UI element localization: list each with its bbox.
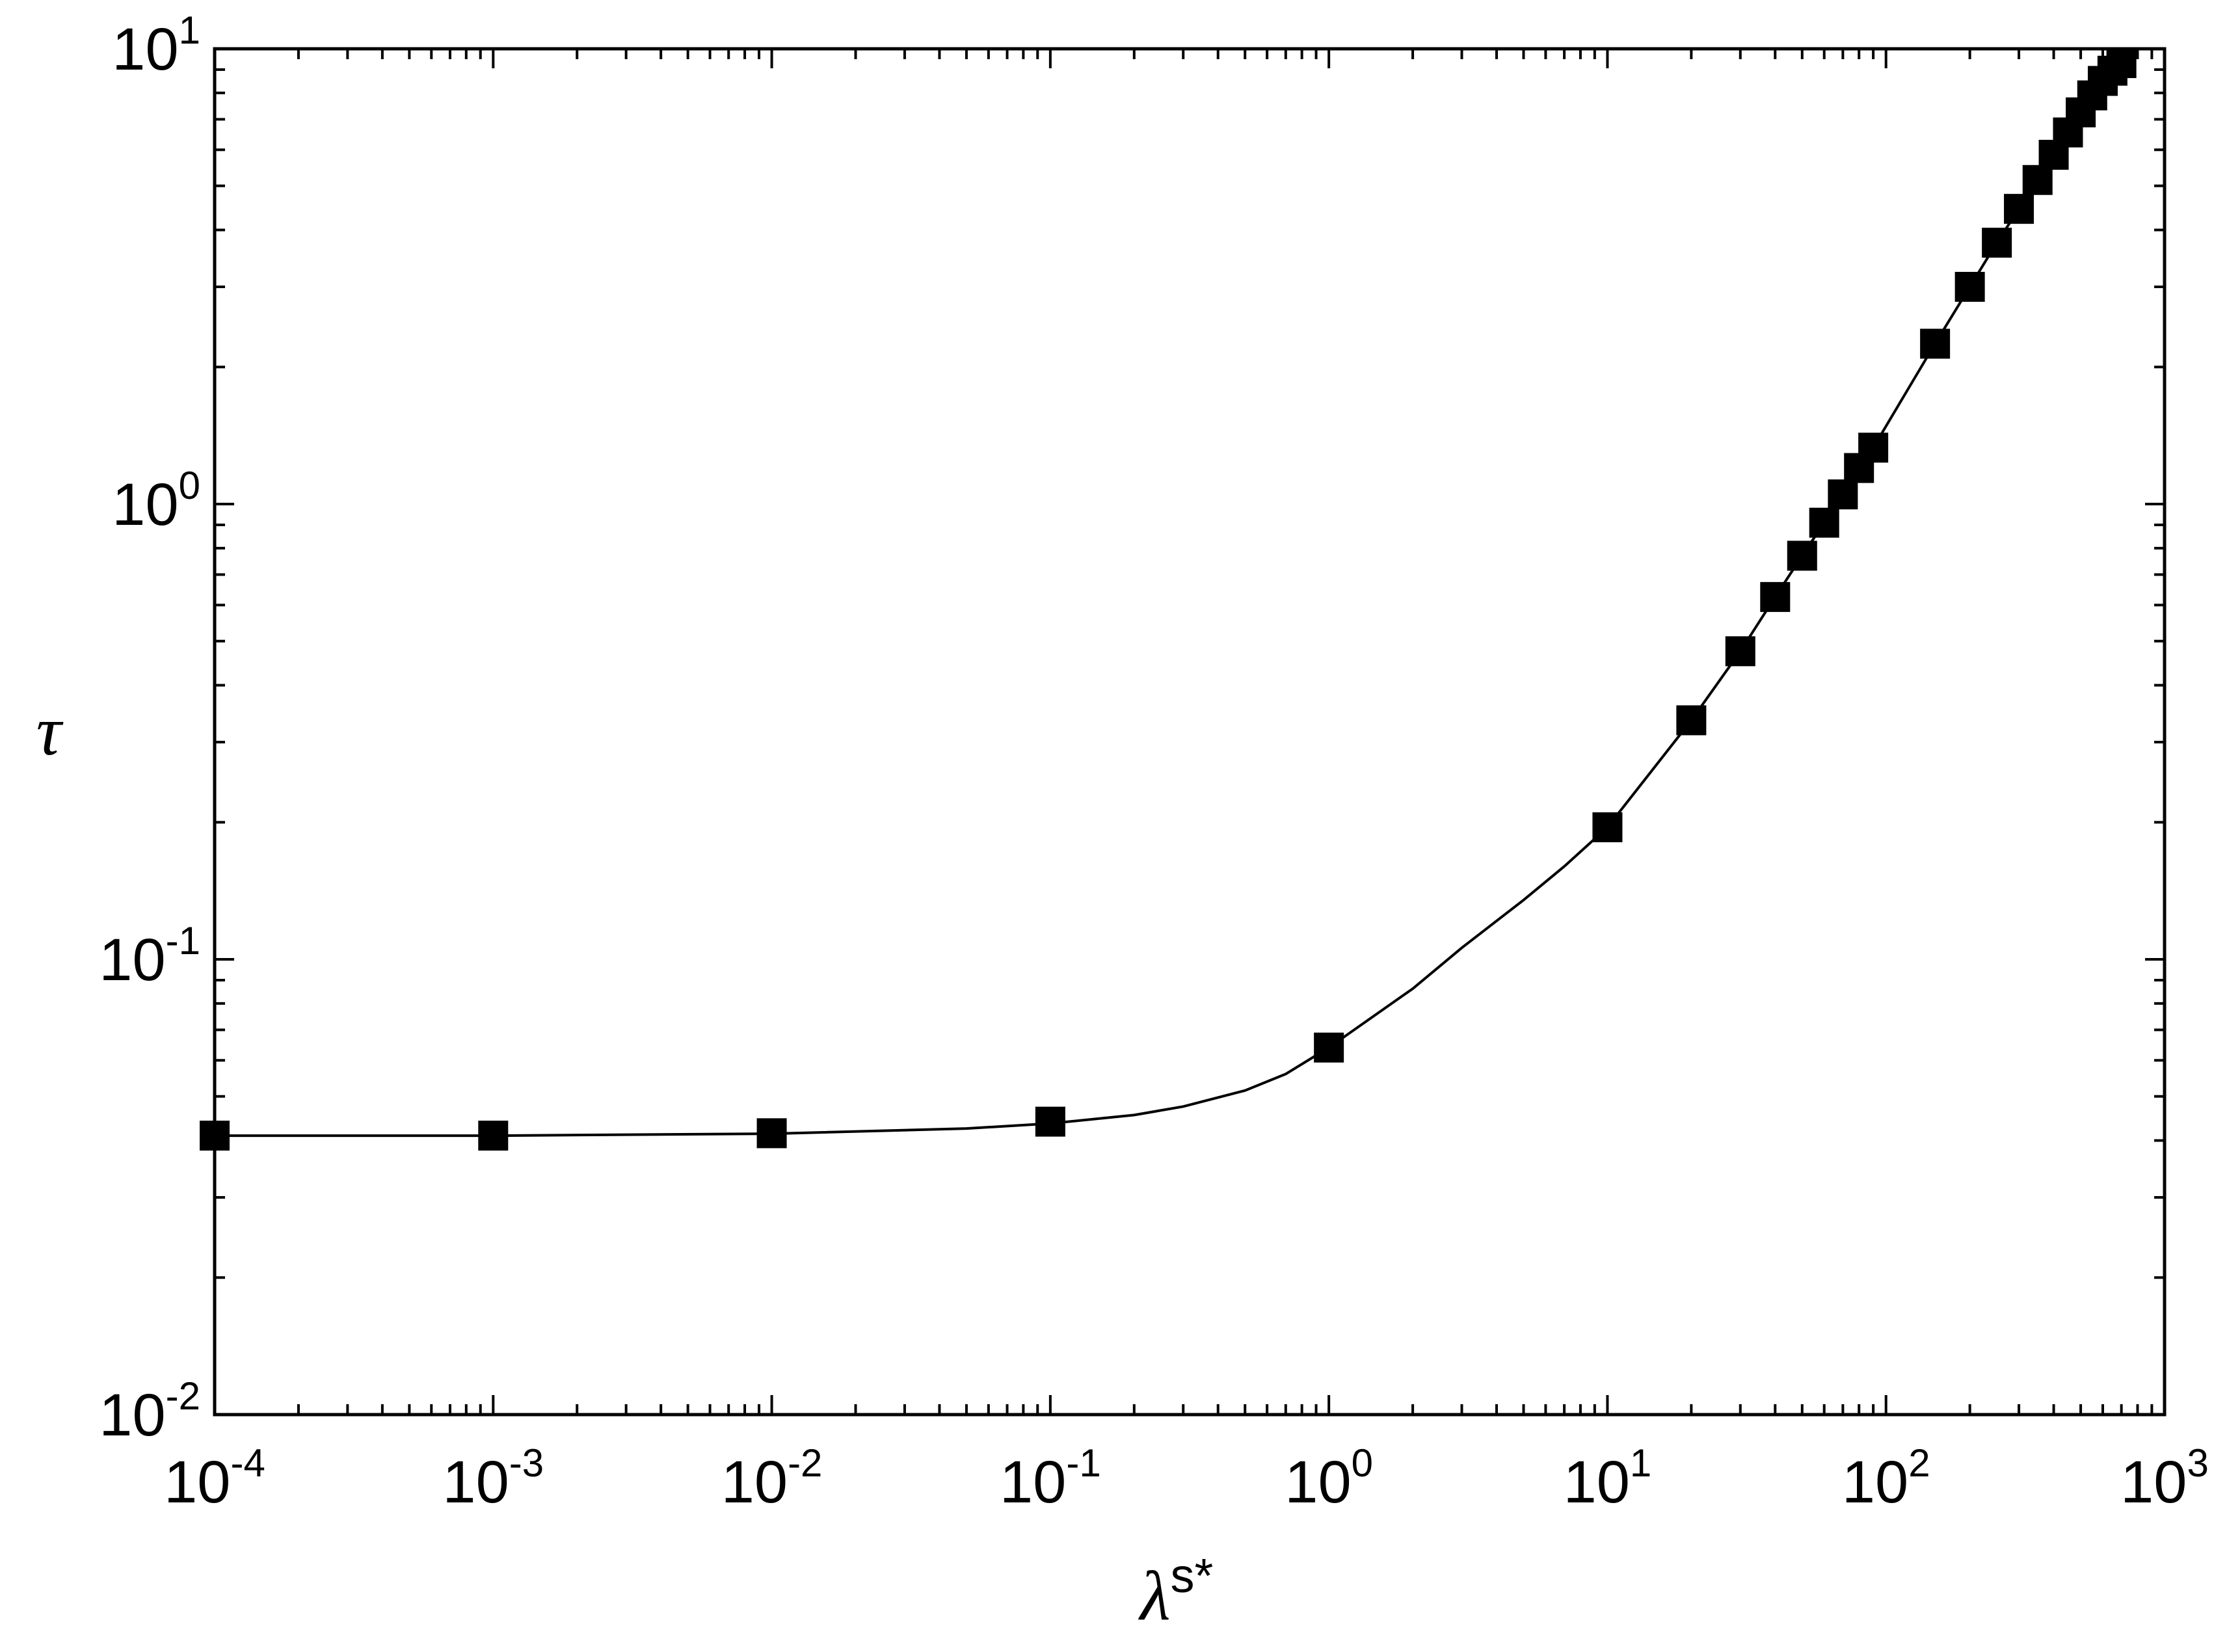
tick-label-exponent: -1	[1066, 1441, 1100, 1485]
data-point	[1314, 1032, 1344, 1063]
data-point	[1725, 636, 1755, 667]
tick-label-exponent: 3	[2187, 1441, 2208, 1485]
tick-label-base: 10	[721, 1449, 788, 1515]
tick-label-exponent: 1	[1630, 1441, 1651, 1485]
plot-frame	[213, 47, 2167, 1417]
y-tick-label: 101	[112, 8, 200, 83]
data-point	[1676, 705, 1707, 736]
data-point	[478, 1121, 509, 1151]
data-point	[756, 1118, 787, 1149]
data-point	[2004, 194, 2034, 224]
tick-label-exponent: -2	[788, 1441, 822, 1485]
x-axis-title-sup: s*	[1170, 1549, 1213, 1603]
y-tick-label: 10-2	[99, 1374, 200, 1448]
x-tick-label: 10-3	[442, 1441, 544, 1515]
data-point	[1760, 581, 1791, 612]
data-point	[1828, 479, 1858, 510]
tick-label-base: 10	[2120, 1449, 2187, 1515]
data-point	[1035, 1106, 1065, 1137]
data-point	[1954, 272, 1985, 302]
data-point	[2106, 48, 2137, 79]
tick-label-base: 10	[442, 1449, 509, 1515]
data-point	[2022, 165, 2053, 195]
tick-label-exponent: -3	[509, 1441, 544, 1485]
y-tick-label: 10-1	[99, 919, 200, 993]
axis-ticks	[213, 47, 2166, 1416]
tick-label-exponent: 0	[179, 464, 200, 507]
data-point	[1592, 812, 1623, 842]
tick-label-base: 10	[1000, 1449, 1066, 1515]
x-tick-label: 103	[2120, 1441, 2209, 1515]
x-tick-label: 10-2	[721, 1441, 823, 1515]
tick-label-base: 10	[99, 927, 165, 993]
x-tick-label: 10-1	[1000, 1441, 1101, 1515]
x-axis-title: λs*	[1138, 1549, 1214, 1635]
data-point	[1787, 540, 1817, 571]
tick-label-exponent: 0	[1352, 1441, 1373, 1485]
tick-label-exponent: -2	[166, 1374, 200, 1418]
tick-label-base: 10	[1285, 1449, 1351, 1515]
data-point	[1809, 507, 1839, 538]
data-points	[200, 48, 2137, 1151]
x-tick-label: 10-4	[164, 1441, 265, 1515]
tick-label-exponent: -1	[166, 919, 200, 963]
x-tick-label: 101	[1564, 1441, 1652, 1515]
x-tick-label: 100	[1285, 1441, 1373, 1515]
tick-label-exponent: 1	[179, 8, 200, 52]
data-point	[1982, 228, 2012, 258]
x-tick-labels: 10-4 10-3 10-2 10-1 100 101 102 103	[164, 1441, 2209, 1515]
tick-label-base: 10	[164, 1449, 230, 1515]
tick-label-exponent: 2	[1908, 1441, 1930, 1485]
x-axis-title-base: λ	[1138, 1558, 1171, 1635]
tick-label-base: 10	[112, 16, 178, 83]
y-tick-label: 100	[112, 464, 200, 538]
tick-label-base: 10	[112, 472, 178, 538]
tick-label-base: 10	[1564, 1449, 1630, 1515]
y-axis-title: τ	[36, 693, 64, 770]
tick-label-base: 10	[99, 1382, 165, 1448]
tick-label-exponent: -4	[230, 1441, 265, 1485]
data-point	[1858, 433, 1889, 463]
x-tick-label: 102	[1842, 1441, 1930, 1515]
data-point	[1920, 328, 1951, 359]
tick-label-base: 10	[1842, 1449, 1908, 1515]
